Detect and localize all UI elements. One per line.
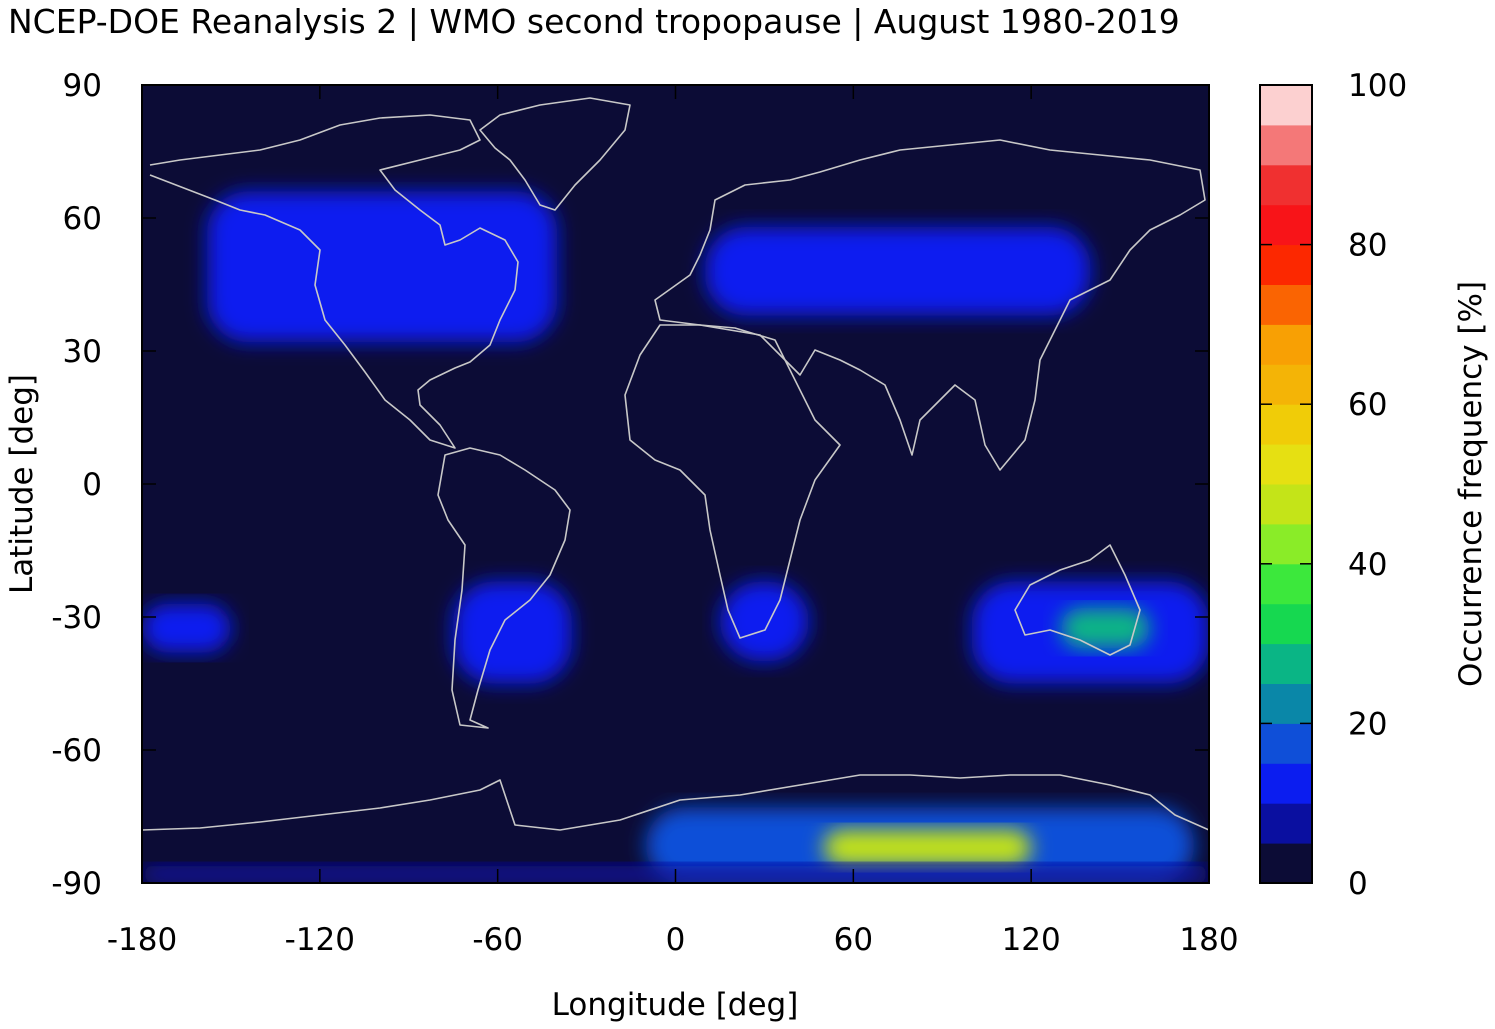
colorbar-swatch [1260,85,1312,126]
colorbar-tick-label: 80 [1348,228,1387,264]
x-tick-label: 120 [1002,922,1061,958]
colorbar-swatch [1260,404,1312,445]
colorbar-swatch [1260,843,1312,884]
colorbar-swatch [1260,164,1312,206]
colorbar-tick-label: 60 [1348,387,1387,423]
coast-europe-asia [654,139,1206,471]
colorbar-swatch [1260,643,1312,684]
colorbar-tick-label: 20 [1348,706,1387,742]
coast-greenland [479,97,631,211]
colorbar-swatch [1260,603,1312,645]
x-tick-label: 60 [834,922,873,958]
y-tick-label: 30 [63,334,102,370]
frequency-region-5 [1060,608,1150,649]
y-tick-label: 60 [63,201,102,237]
colorbar-swatch [1260,444,1312,485]
colorbar-label: Occurrence frequency [%] [1453,281,1489,687]
y-tick-label: 90 [63,68,102,104]
frequency-region-6 [142,603,231,653]
y-axis: 90 60 30 0 -30 -60 -90 [51,68,1209,902]
colorbar-tick-label: 0 [1348,866,1368,902]
x-tick-label: 0 [666,922,686,958]
colorbar-swatch [1260,803,1312,844]
y-tick-label: -60 [51,733,102,769]
x-tick-label: -60 [472,922,523,958]
frequency-region-1 [705,226,1091,316]
colorbar-ticks: 100 80 60 40 20 0 [1260,68,1407,902]
coast-south-america [437,447,571,729]
x-tick-label: 180 [1179,922,1238,958]
colorbar-swatch [1260,124,1312,166]
frequency-field [142,191,1209,883]
frequency-region-3 [719,581,809,662]
x-tick-label: -180 [107,922,177,958]
colorbar-swatch [1260,204,1312,246]
x-axis: -180 -120 -60 0 60 120 180 [107,85,1239,958]
y-axis-label: Latitude [deg] [4,374,40,594]
frequency-region-8 [823,829,1032,866]
coast-australia [1014,544,1141,656]
coast-north-america [149,114,519,449]
chart-title: NCEP-DOE Reanalysis 2 | WMO second tropo… [8,2,1180,41]
y-tick-label: -30 [51,600,102,636]
x-axis-label: Longitude [deg] [552,987,799,1023]
colorbar-swatch [1260,244,1312,285]
frequency-region-2 [453,581,572,684]
colorbar-swatch [1260,723,1312,764]
colorbar-swatch [1260,324,1312,365]
colorbar-swatch [1260,523,1312,565]
frequency-region-0 [207,191,557,343]
colorbar-swatch [1260,284,1312,325]
x-tick-label: -120 [285,922,355,958]
colorbar-swatch [1260,563,1312,605]
colorbar-tick-label: 40 [1348,547,1387,583]
colorbar [1259,84,1313,884]
colorbar-tick-label: 100 [1348,68,1407,104]
colorbar-swatch [1260,763,1312,804]
colorbar-swatch [1260,683,1312,724]
coast-africa [624,324,841,639]
y-tick-label: -90 [51,866,102,902]
coastlines [142,97,1209,831]
y-tick-label: 0 [82,467,102,503]
colorbar-frame [1259,84,1313,884]
colorbar-swatch [1260,484,1312,525]
coast-antarctica [142,774,1209,831]
colorbar-swatch [1260,364,1312,405]
